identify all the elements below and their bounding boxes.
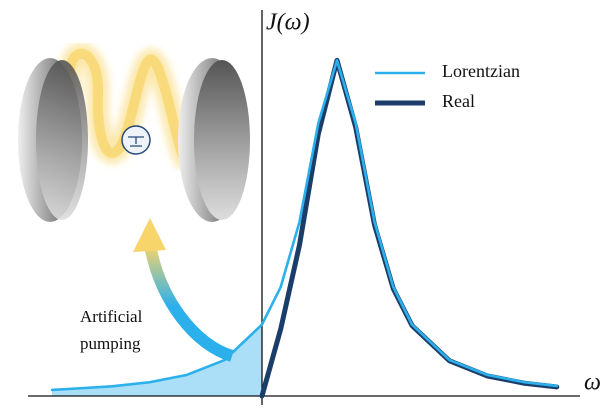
legend-label: Lorentzian <box>442 61 520 81</box>
x-axis-label: ω <box>584 370 601 396</box>
legend-label: Real <box>442 91 475 111</box>
mirror-right-face <box>194 60 250 220</box>
pumping-arrowhead <box>133 218 166 252</box>
annotation: pumping <box>80 334 141 353</box>
series-line <box>262 60 557 396</box>
mirror-left-face <box>36 60 88 220</box>
figure: Artificial pumping J(ω) ω Lorentzian Real <box>0 0 616 412</box>
y-axis-label: J(ω) <box>266 10 310 36</box>
pumping-arrow <box>150 245 232 356</box>
annotation: Artificial <box>80 307 143 326</box>
